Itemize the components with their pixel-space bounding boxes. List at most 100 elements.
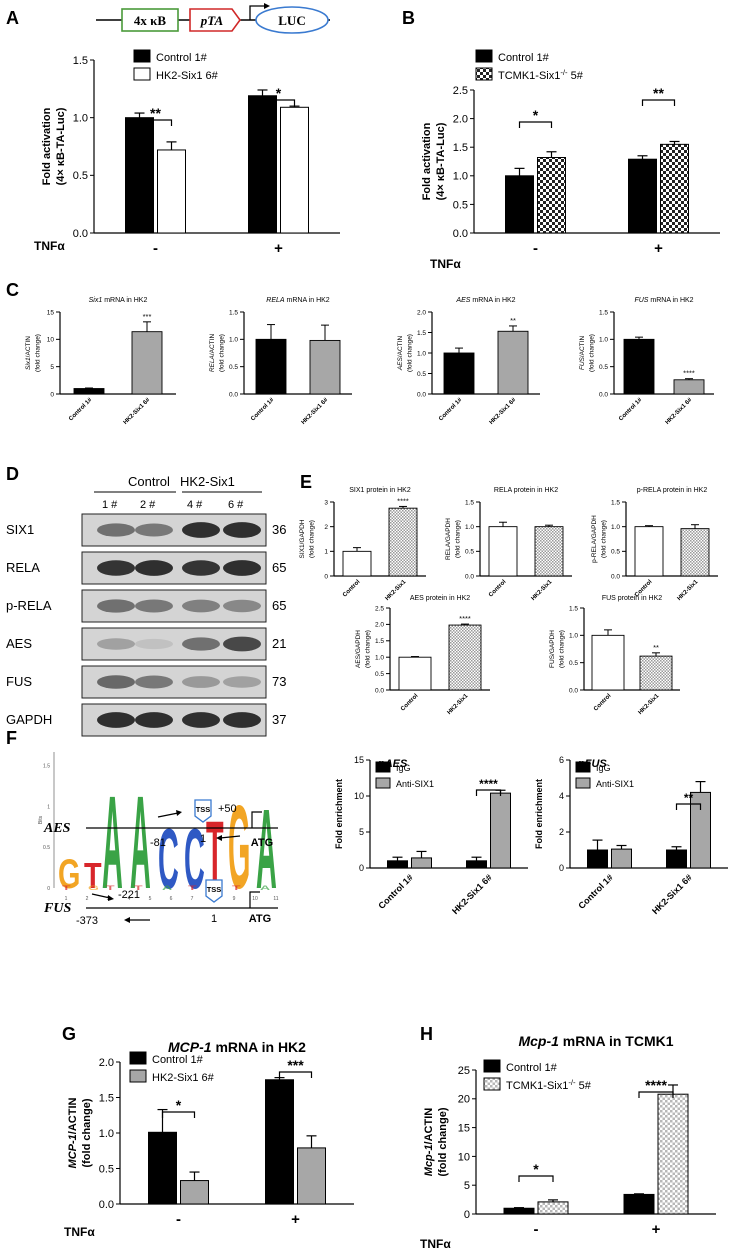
chart-e1: 0 1 2 3 SIX1/GAPDH (fold change) SIX1 protein …: [299, 487, 426, 602]
motif-minor-letter: T: [62, 885, 71, 892]
bar-0: [342, 550, 372, 577]
y-tick-label: 0.0: [417, 391, 426, 398]
bar-0: [634, 526, 664, 577]
y-tick-label: 0: [359, 863, 364, 873]
category-label: HK2-Six1: [447, 693, 470, 716]
blot-row-aes: AES 21: [6, 627, 286, 661]
blot-row-gapdh: GAPDH 37: [6, 703, 286, 737]
legend-swatch: [575, 761, 591, 773]
protein-label: SIX1: [6, 522, 34, 537]
chart-h: 0 5 10 15 20 25 Mcp-1/ACTIN (fold change) Mcp-1 …: [423, 1033, 716, 1238]
y-axis-label: AES/ACTIN (fold change): [397, 334, 414, 372]
y-axis-label: FUS/GAPDH (fold change): [549, 630, 566, 668]
fus-up1-pos: -221: [118, 889, 140, 901]
svg-text:(fold change): (fold change): [559, 630, 566, 668]
aes-down-pos: +50: [218, 803, 237, 815]
significance-label: **: [684, 791, 694, 805]
chart-a: 0.0 0.5 1.0 1.5 Fold activation (4× κB-TA-Luc…: [41, 49, 340, 257]
forward-primer-icon: [157, 812, 179, 818]
y-axis-label: FUS/ACTIN (fold change): [579, 334, 596, 372]
y-tick-label: 1.5: [465, 499, 474, 506]
svg-text:(fold change): (fold change): [407, 334, 414, 372]
significance-bracket: [641, 99, 676, 106]
bar-series2-0: [611, 848, 632, 869]
y-tick-label: 1.5: [375, 638, 384, 645]
bar-series2-0: [180, 1180, 209, 1205]
y-axis-label: SIX1/GAPDH (fold change): [299, 519, 316, 558]
svg-text:(fold change): (fold change): [365, 630, 372, 668]
y-tick-label: 1.0: [599, 337, 608, 344]
significance-bracket: [261, 99, 296, 106]
y-tick-label: 10: [458, 1151, 470, 1163]
y-tick-label: 0.5: [465, 549, 474, 556]
pta-label: pTA: [200, 13, 224, 28]
tnf-label-b: TNFα: [430, 257, 461, 271]
y-tick-label: 5: [464, 1180, 470, 1192]
svg-text:p-RELA/GAPDH: p-RELA/GAPDH: [591, 515, 598, 563]
motif-position: 11: [273, 896, 278, 902]
y-tick-label: 0: [559, 863, 564, 873]
svg-text:Mcp-1/ACTIN: Mcp-1/ACTIN: [423, 1108, 435, 1177]
significance-bracket: [475, 789, 502, 796]
aes-tss-icon: [194, 799, 212, 823]
y-tick-label: 1.0: [375, 654, 384, 661]
category-label: Control 1#: [376, 872, 415, 911]
y-tick-label: 2.0: [99, 1057, 114, 1069]
motif-y-tick: 1: [47, 804, 50, 810]
y-tick-label: 20: [458, 1094, 470, 1106]
category-label: HK2-Six1 6#: [301, 397, 330, 426]
tnf-label-h: TNFα: [420, 1237, 451, 1251]
legend-swatch: [575, 777, 591, 789]
y-tick-label: 2: [559, 827, 564, 837]
category-label: Control: [593, 693, 613, 713]
chart-title: MCP-1 mRNA in HK2: [168, 1039, 306, 1055]
motif-letter: C: [158, 810, 179, 906]
y-tick-label: 5: [50, 364, 54, 371]
motif-letter: C: [184, 810, 205, 906]
blot-band: [97, 523, 135, 537]
y-tick-label: 0.0: [569, 687, 578, 694]
y-tick-label: 1.5: [453, 142, 468, 154]
significance-label: ****: [683, 369, 695, 378]
bar-0: [255, 338, 287, 395]
y-tick-label: 2: [324, 524, 328, 531]
category-label: Control 1#: [576, 872, 615, 911]
category-label: -: [533, 240, 538, 257]
bar-series1-0: [387, 860, 408, 869]
svg-text:(fold change): (fold change): [601, 520, 608, 558]
legend-label: Control 1#: [498, 52, 550, 64]
molecular-weight: 65: [272, 560, 286, 575]
y-tick-label: 0.5: [375, 671, 384, 678]
chart-e5: 0.0 0.5 1.0 1.5 FUS/GAPDH (fold change) FUS pr…: [549, 595, 680, 716]
aes-up-pos: -81: [150, 837, 166, 849]
bar-0: [488, 526, 518, 577]
y-tick-label: 1.0: [611, 524, 620, 531]
aes-promoter-label: AES: [43, 821, 71, 836]
legend-swatch: [133, 49, 151, 63]
y-axis-label: RELA/ACTIN (fold change): [209, 334, 226, 373]
protein-label: FUS: [6, 674, 32, 689]
blot-band: [182, 637, 220, 651]
bar-0: [443, 352, 475, 395]
motif-letter: T: [84, 856, 102, 896]
bar-series2-1: [660, 143, 689, 234]
significance-label: *: [176, 1097, 182, 1113]
y-tick-label: 15: [458, 1122, 470, 1134]
svg-text:(fold change): (fold change): [35, 334, 42, 372]
lane-label: 2 #: [140, 499, 156, 511]
category-label: HK2-Six1 6#: [123, 397, 152, 426]
bar-series1-0: [148, 1131, 177, 1205]
significance-label: ****: [645, 1077, 667, 1093]
y-tick-label: 0.0: [465, 573, 474, 580]
motif-y-tick: 0.5: [43, 845, 50, 851]
y-tick-label: 0.0: [453, 228, 468, 240]
panel-letter-b: B: [402, 8, 415, 28]
blot-row-fus: FUS 73: [6, 665, 286, 699]
svg-text:(4× κB-TA-Luc): (4× κB-TA-Luc): [435, 122, 447, 200]
legend-swatch: [129, 1069, 147, 1083]
aes-tss-pos: 1: [200, 833, 206, 845]
svg-text:MCP-1/ACTIN: MCP-1/ACTIN: [67, 1097, 79, 1168]
